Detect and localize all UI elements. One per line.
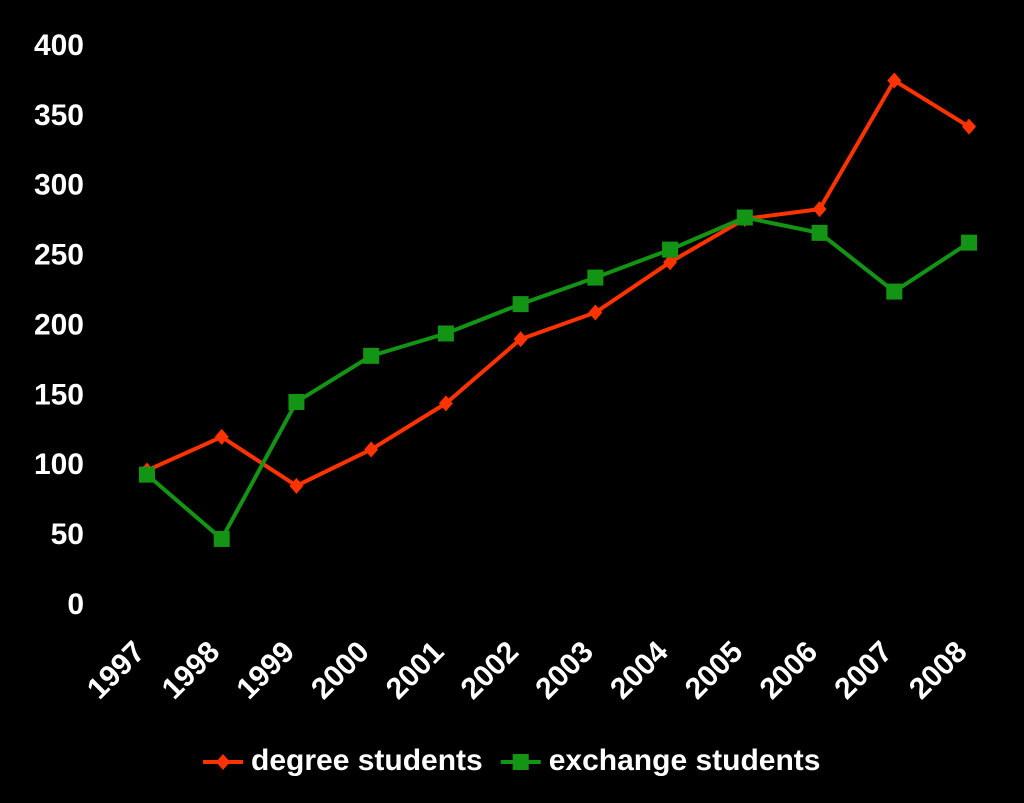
marker bbox=[213, 530, 230, 547]
marker bbox=[512, 296, 529, 313]
series-line bbox=[145, 215, 971, 541]
marker bbox=[587, 269, 604, 286]
y-tick-label: 400 bbox=[34, 29, 84, 62]
marker bbox=[512, 754, 529, 770]
y-tick-label: 250 bbox=[34, 239, 84, 272]
marker bbox=[214, 428, 229, 445]
y-tick-label: 300 bbox=[34, 169, 84, 202]
x-tick-label: 2006 bbox=[754, 635, 825, 706]
series-line bbox=[146, 78, 971, 488]
x-tick-label: 1999 bbox=[230, 635, 301, 706]
marker bbox=[962, 118, 977, 135]
x-tick-label: 2000 bbox=[305, 635, 376, 706]
marker bbox=[588, 304, 603, 321]
marker bbox=[364, 441, 379, 458]
y-tick-label: 0 bbox=[67, 588, 84, 621]
x-tick-label: 2002 bbox=[455, 635, 526, 706]
marker bbox=[288, 393, 305, 410]
legend-item: degree students bbox=[203, 744, 483, 777]
x-tick-label: 2003 bbox=[529, 635, 600, 706]
marker bbox=[513, 331, 528, 348]
legend-label: exchange students bbox=[549, 744, 821, 777]
x-tick-label: 1997 bbox=[81, 635, 152, 706]
legend-label: degree students bbox=[251, 744, 483, 777]
x-tick-label: 1998 bbox=[156, 635, 227, 706]
x-tick-label: 2007 bbox=[828, 635, 899, 706]
marker bbox=[961, 234, 978, 251]
y-tick-label: 200 bbox=[34, 308, 84, 341]
x-tick-label: 2004 bbox=[604, 635, 675, 706]
marker bbox=[886, 283, 903, 300]
y-tick-label: 50 bbox=[51, 518, 84, 551]
x-tick-label: 2008 bbox=[903, 635, 974, 706]
marker bbox=[662, 241, 679, 258]
x-tick-label: 2001 bbox=[380, 635, 451, 706]
marker bbox=[811, 224, 828, 241]
marker bbox=[216, 754, 230, 770]
y-tick-label: 100 bbox=[34, 448, 84, 481]
marker bbox=[363, 347, 380, 364]
y-tick-label: 150 bbox=[34, 378, 84, 411]
legend-item: exchange students bbox=[500, 744, 821, 777]
marker bbox=[138, 466, 155, 483]
marker bbox=[438, 395, 453, 412]
marker bbox=[736, 209, 753, 226]
x-tick-label: 2005 bbox=[679, 635, 750, 706]
y-tick-label: 350 bbox=[34, 99, 84, 132]
marker bbox=[437, 325, 454, 342]
marker bbox=[663, 254, 678, 271]
marker bbox=[887, 72, 902, 89]
marker bbox=[289, 477, 304, 494]
marker bbox=[812, 201, 827, 218]
